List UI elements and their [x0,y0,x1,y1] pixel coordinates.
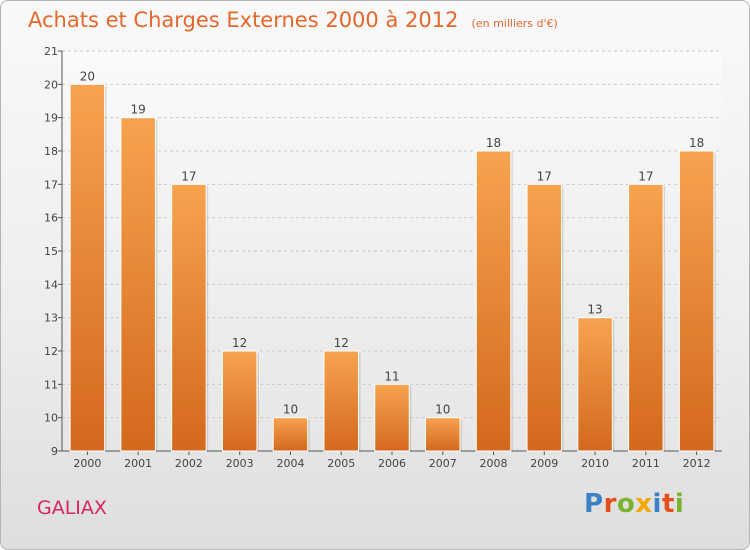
data-label: 13 [587,303,602,317]
logo-letter: i [674,489,685,519]
bar-2012 [678,150,715,452]
bar-2000 [69,83,106,452]
y-tick-label: 12 [44,345,58,358]
data-label: 17 [181,169,196,183]
y-tick-label: 15 [44,245,58,258]
bar-2010 [577,317,613,452]
data-label: 17 [638,169,653,183]
commune-name: GALIAX [37,497,107,519]
bar-2003 [221,350,258,452]
data-label: 12 [334,336,349,350]
bar-2002 [171,183,207,452]
data-label: 18 [689,136,704,150]
x-tick-label: 2011 [632,457,660,470]
x-tick-label: 2006 [378,457,406,470]
bar-2001 [120,117,156,452]
bar-2008 [475,150,512,452]
y-tick-label: 18 [44,145,58,158]
data-label: 12 [232,336,247,350]
logo-letter: o [616,489,636,519]
x-tick-label: 2003 [226,457,254,470]
data-label: 20 [80,69,95,83]
y-tick-label: 9 [51,445,58,458]
bar-2006 [374,383,410,452]
data-labels: 20 19 17 12 10 12 11 10 18 17 13 17 18 [80,69,705,416]
data-label: 18 [486,136,501,150]
y-tick-label: 10 [44,412,58,425]
x-tick-label: 2009 [530,457,558,470]
y-tick-label: 21 [44,45,58,58]
logo-letter: i [652,489,662,519]
x-tick-label: 2007 [429,457,457,470]
y-tick-label: 11 [44,378,58,391]
y-tick-label: 20 [44,78,58,91]
data-label: 11 [384,369,399,383]
y-tick-label: 13 [44,312,58,325]
logo-letter: t [661,489,675,519]
x-tick-label: 2010 [581,457,609,470]
logo-letter: P [584,489,604,519]
bar-2004 [272,417,309,452]
chart-title-block: Achats et Charges Externes 2000 à 2012 (… [28,8,558,32]
x-tick-label: 2000 [73,457,101,470]
y-tick-label: 16 [44,212,58,225]
x-tick-label: 2001 [124,457,152,470]
proxiti-logo[interactable]: Proxiti [584,489,684,519]
bars [69,83,716,452]
data-label: 10 [435,403,450,417]
y-tick-label: 14 [44,278,58,291]
bar-2011 [628,183,664,452]
x-tick-label: 2002 [175,457,203,470]
x-tick-labels: 2000 2001 2002 2003 2004 2005 2006 2007 2008 2009… [73,457,710,470]
chart-title: Achats et Charges Externes 2000 à 2012 [28,8,459,32]
bar-2009 [526,183,563,452]
data-label: 19 [131,103,146,117]
data-label: 10 [283,403,298,417]
x-tick-label: 2005 [327,457,355,470]
x-tick-label: 2004 [276,457,304,470]
logo-letter: x [635,489,653,519]
x-tick-label: 2012 [683,457,711,470]
bar-2007 [425,417,461,452]
bar-2005 [323,350,359,452]
y-tick-labels: 9 10 11 12 13 14 15 16 17 18 19 20 21 [44,45,58,458]
y-tick-label: 19 [44,112,58,125]
logo-letter: r [603,489,617,519]
unit-note: (en milliers d'€) [471,17,558,30]
x-tick-label: 2008 [480,457,508,470]
data-label: 17 [537,169,552,183]
y-tick-label: 17 [44,178,58,191]
